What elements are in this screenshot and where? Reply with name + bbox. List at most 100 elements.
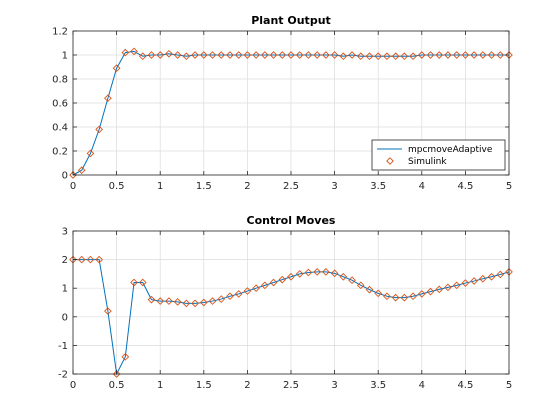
plant-output-data-point [278,51,287,59]
control-moves-data-point [156,297,165,305]
plant-output-x-tick-label: 0.5 [109,181,125,192]
plant-output-data-point [182,52,191,61]
control-moves-data-point [199,298,208,307]
plant-output-data-point [243,51,252,59]
plant-output-x-tick-label: 3 [331,181,337,192]
plant-output-data-point [269,51,278,59]
control-moves-x-tick-label: 2.5 [283,380,299,391]
plant-output-y-tick-label: 1 [62,51,68,62]
plant-output-data-point [252,51,260,59]
control-moves-x-tick-label: 1.5 [196,380,212,391]
plant-output-y-tick-label: 0.2 [52,147,68,158]
plant-output-y-tick-label: 0.8 [52,75,68,86]
control-moves-data-point [409,292,417,301]
control-moves-data-point [217,295,226,303]
plant-output-data-point [104,94,112,103]
legend-marker-swatch [386,157,394,165]
control-moves-data-point [95,255,103,264]
plant-output-x-tick-label: 0 [70,181,76,192]
plant-output-data-point [487,51,496,59]
control-moves-data-point [452,281,461,290]
control-moves-data-point [400,293,409,302]
plant-output-data-point [173,51,182,59]
plant-output-data-point [444,51,452,59]
control-moves-data-point [383,292,391,301]
plant-output-data-point [496,51,505,59]
control-moves-data-point [234,290,243,298]
control-moves-y-tick-label: 3 [62,227,68,238]
plant-output-data-point [234,51,243,59]
plant-output-data-point [348,51,356,59]
legend-label-line: mpcmoveAdaptive [408,145,493,155]
plant-output-data-point [217,51,226,59]
plant-output-data-point [435,51,444,59]
control-moves-data-point [226,292,234,301]
plant-output-data-point [479,51,487,59]
plant-output-x-tick-label: 1.5 [196,181,212,192]
plant-output-data-point [409,52,417,61]
control-moves-title: Control Moves [247,214,336,227]
control-moves-data-point [86,255,95,264]
control-moves-x-tick-label: 0.5 [109,380,125,391]
plant-output-y-tick-label: 1.2 [52,27,68,38]
plant-output-data-point [95,125,103,134]
control-moves-data-point [278,275,287,284]
plant-output-data-point [156,51,165,59]
control-moves-data-point [208,297,217,305]
plant-output-x-tick-label: 2.5 [283,181,299,192]
control-moves-data-point [130,278,138,287]
control-moves-data-point [252,284,260,293]
plant-output-x-tick-label: 4 [419,181,425,192]
control-moves-data-point [182,299,191,308]
control-moves-data-point [322,268,330,276]
control-moves-data-point [243,287,252,295]
plant-output-data-point [400,52,409,61]
control-moves-data-point [191,299,199,308]
plant-output-data-point [69,171,77,179]
plant-output-data-point [199,51,208,59]
plant-output-data-point [383,52,391,61]
plant-output-data-point [261,51,269,59]
plant-output-data-point [330,51,339,59]
plant-output-data-point [295,51,304,59]
control-moves-x-tick-label: 4.5 [457,380,473,391]
control-moves-y-tick-label: 2 [62,255,68,266]
plant-output-y-tick-label: 0.6 [52,99,68,110]
plant-output-data-point [121,48,130,57]
control-moves-data-point [470,277,478,285]
control-moves-data-point [374,289,383,298]
control-moves-data-point [287,272,295,281]
control-moves-data-point [112,370,121,378]
plant-output-data-point [287,51,295,59]
control-moves-y-tick-label: -1 [58,341,68,352]
plant-output-x-tick-label: 1 [157,181,163,192]
plant-output-data-point [313,51,321,59]
plant-output-title: Plant Output [251,14,331,27]
plant-output-data-point [112,64,121,73]
control-moves-data-point [356,281,365,290]
plant-output-data-point [208,51,217,59]
plant-output-data-point [426,51,435,59]
control-moves-data-point [295,270,304,278]
control-moves-data-point [348,276,356,285]
plant-output-data-point [391,52,400,61]
plant-output-data-point [77,166,86,175]
control-moves-data-point [391,293,400,302]
control-moves-x-tick-label: 4 [419,380,425,391]
plant-output-x-tick-label: 3.5 [370,181,386,192]
plant-output-data-point [226,51,234,59]
control-moves-data-point [147,295,156,304]
control-moves-data-point [444,283,452,292]
plant-output-data-point [165,49,173,58]
control-moves-data-point [313,268,321,276]
control-moves-data-point [77,255,86,264]
plant-output-data-point [86,149,95,158]
control-moves-y-tick-label: 0 [62,312,68,323]
plant-output-data-point [130,47,138,56]
control-moves-x-tick-label: 3.5 [370,380,386,391]
control-moves-data-point [461,279,470,287]
control-moves-data-point [365,285,374,294]
control-moves-data-point [339,272,348,281]
plant-output-data-point [147,51,156,59]
